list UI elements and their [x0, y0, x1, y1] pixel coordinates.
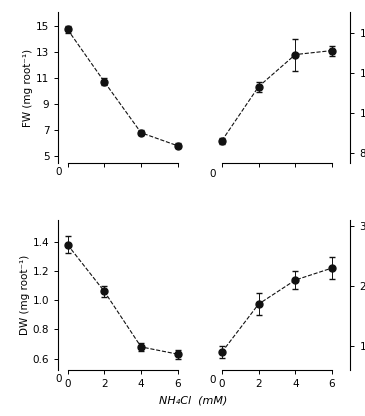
Text: 0: 0: [210, 169, 216, 179]
Y-axis label: DW (mg root⁻¹): DW (mg root⁻¹): [20, 255, 30, 335]
Text: 0: 0: [55, 167, 62, 177]
Text: 0: 0: [210, 375, 216, 385]
Y-axis label: FW (mg root⁻¹): FW (mg root⁻¹): [23, 49, 33, 127]
Text: NH₄Cl  (mM): NH₄Cl (mM): [159, 396, 228, 406]
Text: 0: 0: [55, 374, 62, 384]
